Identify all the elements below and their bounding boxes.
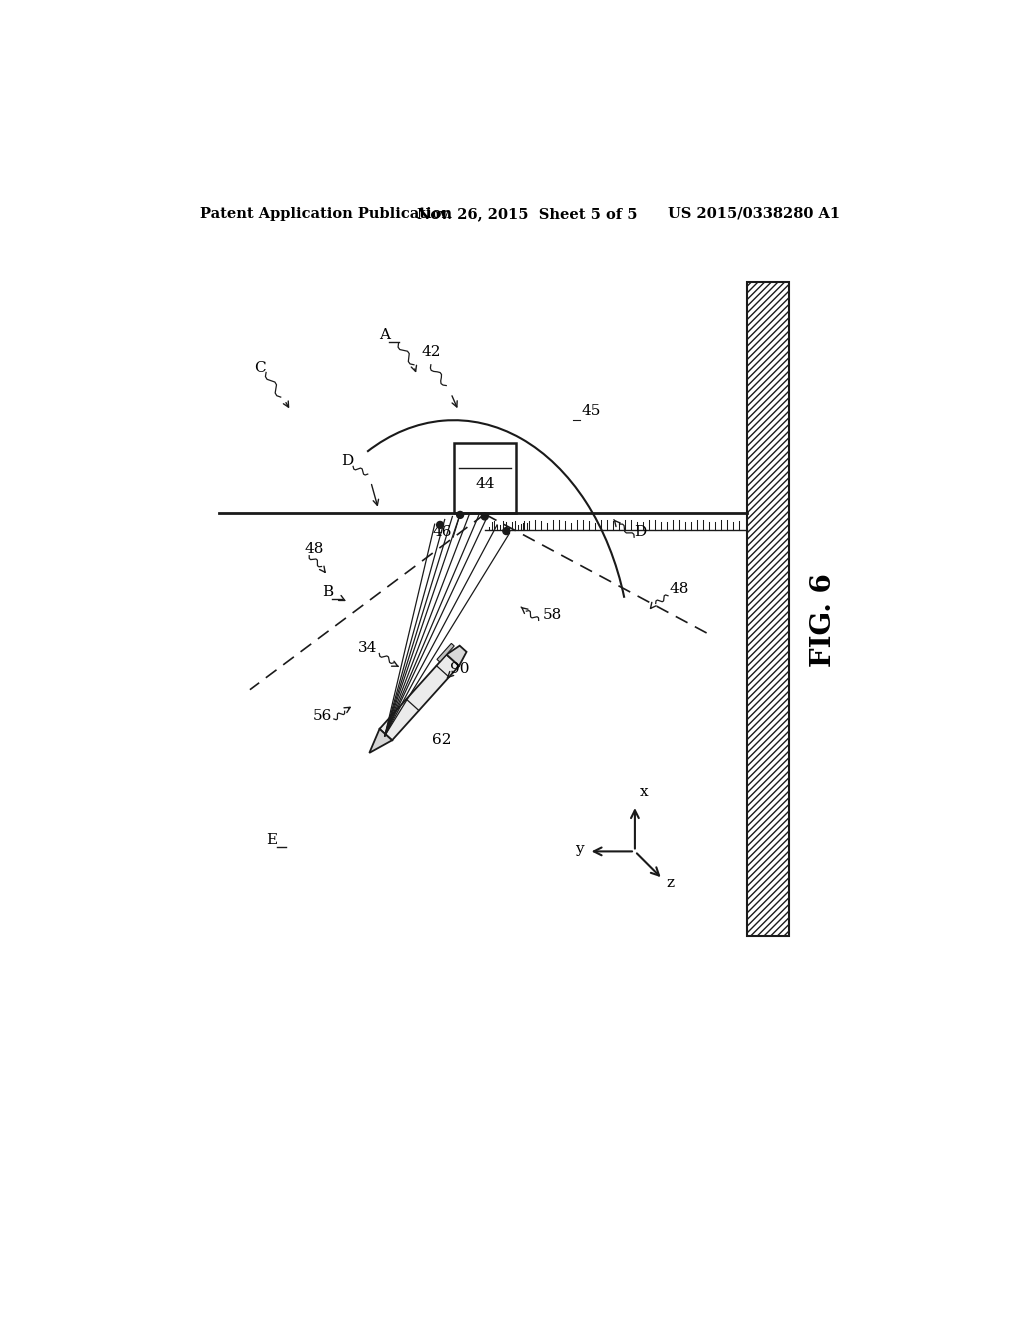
Polygon shape <box>446 645 467 665</box>
Text: A: A <box>379 329 390 342</box>
Text: B: B <box>323 585 333 599</box>
Circle shape <box>503 528 510 535</box>
Text: 45: 45 <box>581 404 600 418</box>
Text: 48: 48 <box>670 582 689 597</box>
Text: D: D <box>634 525 646 539</box>
Text: 56: 56 <box>313 710 333 723</box>
Text: C: C <box>254 362 266 375</box>
Text: Patent Application Publication: Patent Application Publication <box>200 207 452 220</box>
Text: 58: 58 <box>543 609 562 622</box>
Polygon shape <box>454 444 515 512</box>
Text: 34: 34 <box>357 642 377 655</box>
Circle shape <box>481 513 488 520</box>
Text: US 2015/0338280 A1: US 2015/0338280 A1 <box>668 207 840 220</box>
Polygon shape <box>380 655 459 741</box>
Text: 44: 44 <box>475 477 495 491</box>
Text: D: D <box>342 454 354 467</box>
Circle shape <box>436 521 443 528</box>
Text: x: x <box>640 785 649 799</box>
Text: 90: 90 <box>451 661 470 676</box>
Text: Nov. 26, 2015  Sheet 5 of 5: Nov. 26, 2015 Sheet 5 of 5 <box>417 207 638 220</box>
Text: 48: 48 <box>304 541 324 556</box>
Polygon shape <box>370 729 392 752</box>
Text: y: y <box>574 842 584 855</box>
Circle shape <box>457 511 464 519</box>
Text: 62: 62 <box>432 733 452 747</box>
Text: 42: 42 <box>421 345 440 359</box>
Polygon shape <box>437 643 455 661</box>
Polygon shape <box>746 281 788 936</box>
Text: E: E <box>266 833 278 846</box>
Text: FIG. 6: FIG. 6 <box>810 573 837 668</box>
Text: 46: 46 <box>433 525 453 539</box>
Text: z: z <box>667 876 675 890</box>
